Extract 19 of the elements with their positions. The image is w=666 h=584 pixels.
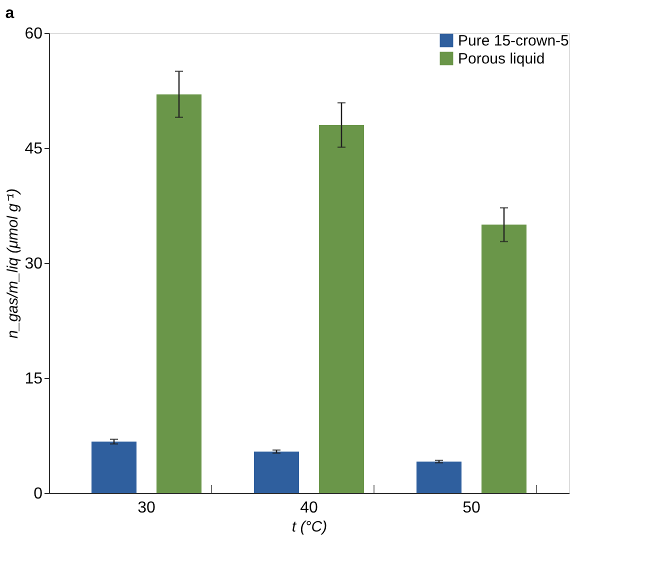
legend-label: Porous liquid xyxy=(458,50,545,68)
bar xyxy=(156,94,202,493)
x-tick-label: 50 xyxy=(462,500,480,516)
bar xyxy=(416,462,462,493)
bar xyxy=(319,125,364,493)
x-tick-label: 40 xyxy=(300,500,318,516)
x-tick-label: 30 xyxy=(138,500,156,516)
bar xyxy=(92,442,136,493)
text: a xyxy=(5,5,14,22)
legend-label: Pure 15-crown-5 xyxy=(458,32,569,50)
y-tick-label: 15 xyxy=(24,370,43,388)
y-tick-label: 45 xyxy=(24,140,43,158)
x-axis-title: t (°C) xyxy=(292,518,328,536)
bar xyxy=(482,224,526,493)
y-tick-label: 30 xyxy=(24,256,43,272)
y-axis-title: n_gas/m_liq (μmol g⁻¹) xyxy=(4,188,22,338)
y-tick-label: 60 xyxy=(24,26,43,42)
bar xyxy=(254,452,299,493)
y-tick-label: 0 xyxy=(34,486,43,502)
